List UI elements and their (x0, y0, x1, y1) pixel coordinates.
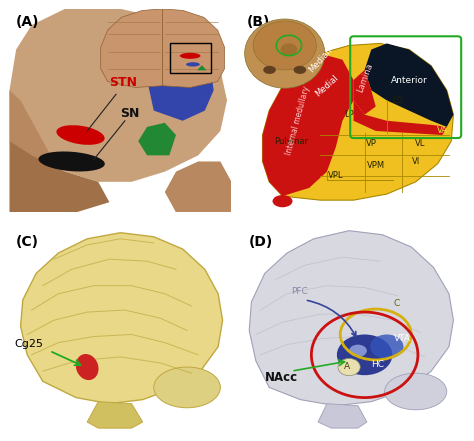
Ellipse shape (349, 345, 367, 357)
Polygon shape (165, 161, 231, 213)
Text: HC: HC (371, 360, 384, 369)
Ellipse shape (76, 354, 99, 380)
Ellipse shape (56, 125, 105, 145)
Text: Median: Median (307, 45, 334, 74)
Polygon shape (263, 43, 454, 200)
Polygon shape (354, 101, 447, 135)
Ellipse shape (384, 373, 447, 410)
Text: VA: VA (437, 127, 448, 135)
Text: NAcc: NAcc (265, 371, 298, 384)
Text: Medial: Medial (314, 74, 340, 99)
Ellipse shape (154, 367, 220, 408)
Polygon shape (249, 231, 454, 406)
Polygon shape (138, 123, 176, 155)
Polygon shape (87, 402, 143, 428)
Text: LD: LD (392, 96, 403, 105)
Text: VI: VI (411, 157, 420, 166)
Text: (B): (B) (247, 15, 270, 29)
Text: SN: SN (120, 107, 140, 120)
Text: (D): (D) (249, 235, 273, 249)
Text: VTA: VTA (393, 333, 410, 343)
Text: (C): (C) (16, 235, 39, 249)
Polygon shape (9, 90, 54, 182)
Polygon shape (9, 9, 227, 182)
Text: VPM: VPM (367, 161, 385, 170)
Text: LP: LP (344, 110, 354, 119)
Ellipse shape (273, 195, 292, 207)
Text: STN: STN (109, 76, 137, 89)
Ellipse shape (370, 334, 403, 359)
Polygon shape (318, 404, 367, 428)
Text: VL: VL (415, 138, 425, 148)
Polygon shape (9, 141, 109, 213)
Text: Pulvinar: Pulvinar (274, 137, 309, 146)
Text: VPL: VPL (328, 171, 344, 180)
Text: C: C (393, 299, 400, 308)
Text: Internal medullary: Internal medullary (284, 85, 311, 156)
Ellipse shape (38, 151, 105, 172)
Ellipse shape (338, 359, 360, 376)
Polygon shape (263, 54, 354, 196)
Text: PFC: PFC (292, 287, 308, 296)
Text: VP: VP (366, 138, 377, 148)
Polygon shape (20, 233, 223, 404)
Polygon shape (147, 45, 214, 121)
Text: Cg25: Cg25 (14, 339, 43, 349)
Text: Lamina: Lamina (355, 62, 374, 94)
Text: A: A (344, 362, 350, 371)
Ellipse shape (337, 334, 392, 375)
Text: Anterior: Anterior (391, 75, 428, 85)
Polygon shape (365, 43, 454, 127)
Polygon shape (354, 70, 376, 115)
Text: (A): (A) (16, 15, 40, 29)
